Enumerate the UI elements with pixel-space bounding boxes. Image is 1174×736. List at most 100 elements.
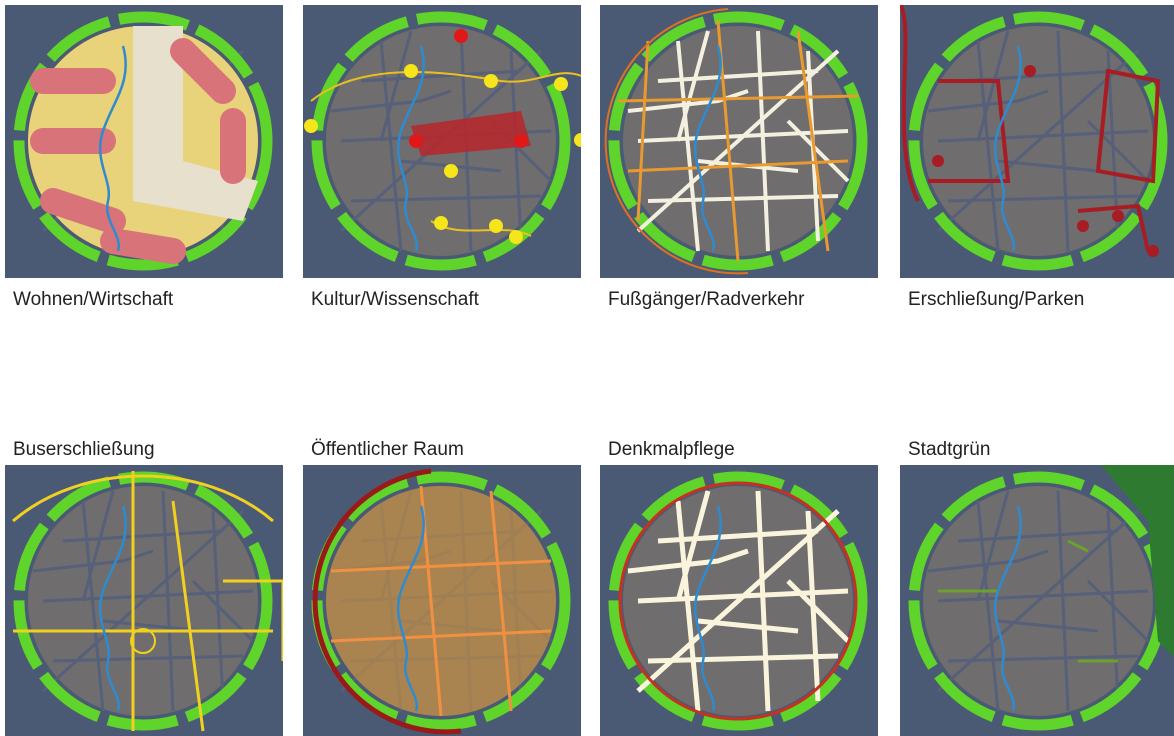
route [627,159,849,173]
panel-label: Öffentlicher Raum [311,439,464,460]
map-content [311,468,571,735]
river [396,45,425,252]
river [98,505,127,712]
river [693,45,722,252]
map [604,8,868,275]
street [647,653,839,664]
panel-label: Wohnen/Wirtschaft [13,289,174,310]
street [756,30,770,252]
map-panel [600,465,878,736]
panel-label: Buserschließung [13,439,155,460]
route [330,559,552,573]
zone [133,26,258,221]
route [900,5,920,202]
route [489,490,513,712]
street [657,528,819,544]
street [976,500,1000,712]
edge [618,481,858,721]
street [360,69,522,83]
zone [326,486,556,716]
map-content [13,11,273,271]
street [379,30,413,142]
poi [404,64,418,78]
zone [100,228,186,264]
parking [1077,220,1089,232]
map [12,471,283,732]
street [81,500,105,712]
street [947,194,1139,203]
map [311,468,571,735]
street [330,89,452,113]
street [976,40,1000,252]
parking [932,155,944,167]
route [171,500,205,732]
river [993,45,1022,252]
street [647,194,839,203]
park [1101,465,1174,657]
map-panel [5,465,283,736]
map-panel [900,5,1174,278]
street [161,490,175,712]
street [927,549,1049,573]
map-panel [5,5,283,278]
poi [554,77,568,91]
map [908,465,1174,731]
map-panel [900,465,1174,736]
parking [1147,245,1159,257]
river [693,505,722,712]
street [786,119,850,183]
street [947,654,1139,663]
poi [484,74,498,88]
map-content [304,11,581,271]
street [627,548,749,574]
route [604,8,749,275]
map-content [604,8,868,275]
poi [574,133,581,147]
poi [489,219,503,233]
route [223,579,283,661]
street [627,89,749,113]
poi [509,230,523,244]
poi [514,134,528,148]
poi [444,164,458,178]
street [936,509,1140,693]
river [993,505,1022,712]
street [379,40,403,252]
street [62,529,224,543]
route [12,474,274,523]
map [608,471,868,731]
map-panel [600,5,878,278]
poi [304,119,318,133]
route [636,40,650,222]
map [13,11,273,271]
poi [434,216,448,230]
street [657,69,819,83]
map-content [12,471,283,732]
street [676,30,710,142]
green-ring [311,11,571,271]
parking [1024,65,1036,77]
area [411,111,531,156]
map-panel [303,465,581,736]
street [636,509,840,693]
street [936,49,1140,233]
panel-label: Kultur/Wissenschaft [311,289,480,310]
map-content [608,471,868,731]
route [928,79,1011,183]
street [32,549,154,573]
street [976,490,1010,602]
route [1095,68,1161,184]
green-ring [13,11,273,271]
route [796,30,830,252]
panel-label: Fußgänger/Radverkehr [608,289,805,310]
street [957,529,1119,543]
street [675,490,711,602]
street [1086,579,1150,643]
map [304,11,581,271]
panel-label: Stadtgrün [908,439,990,460]
street [675,500,701,712]
green [1067,539,1089,553]
map-content [900,5,1168,271]
street [1056,30,1070,252]
